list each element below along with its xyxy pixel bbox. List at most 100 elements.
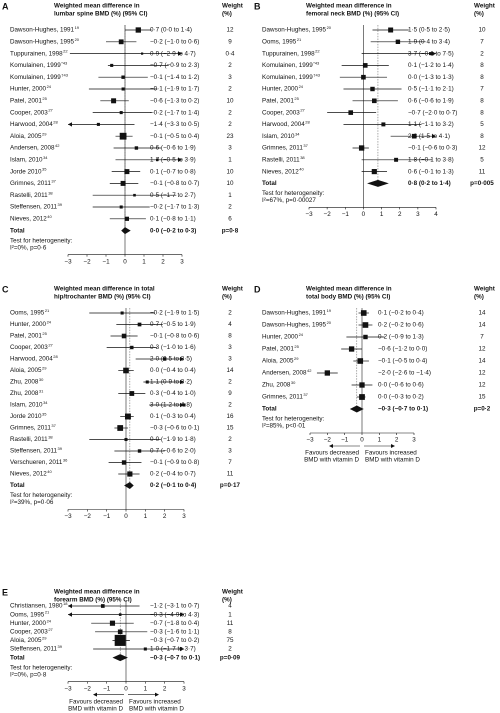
total-ci-label: 0·2 (−0·1 to 0·4) [150,482,196,489]
study-name: Aloia, 2005 [10,133,42,140]
study-ref: 34 [43,400,48,405]
heterogeneity-title: Test for heterogeneity: [262,416,325,423]
ci-label: 1·1 (−1·1 to 3·2) [408,121,454,128]
panel-letter: B [254,1,261,11]
ci-label: −0·1 (−0·9 to 0·8) [150,459,199,466]
study-name: Grimnes, 2011 [10,425,51,432]
x-tick-label: −2 [324,211,332,218]
effect-square [359,394,365,400]
effect-square [137,449,142,453]
panel-title: hip/trochanter BMD (%) (95% CI) [54,294,151,301]
study-ref: 27 [48,108,53,113]
heterogeneity-title: Test for heterogeneity: [10,237,73,244]
ci-label: −0·7 (−1·8 to 0·4) [150,620,199,627]
weight-label: 7 [480,38,484,45]
weight-label: 12 [478,346,486,353]
effect-square [429,52,433,56]
weight-label: 5 [480,156,484,163]
study-ref: 37 [51,178,56,183]
x-tick-label: 3 [182,513,186,520]
ci-label: 0·6 (−0·6 to 1·9) [150,145,196,152]
study-name: Aloia, 2005 [262,358,294,365]
total-label: Total [262,180,277,187]
ci-label: 3·0 (1·2 to 4·8) [150,402,192,409]
x-tick-label: −3 [64,685,72,692]
study-ref: *43 [61,60,68,65]
ci-label: −0·3 (−0·6 to 0·1) [150,425,199,432]
study-ref: 21 [45,308,50,313]
weight-label: 1 [228,156,232,163]
effect-square [117,425,124,431]
study-name: Nieves, 2012 [10,215,47,222]
weight-label: 10 [226,168,234,175]
study-ref: 27 [300,108,305,113]
weight-label: 12 [478,370,486,377]
effect-square [121,75,125,79]
study-name: Dawson-Hughes, 1991 [262,310,327,317]
weight-header: Weight [222,3,244,10]
favours-right-text: Favours increased [365,450,417,457]
x-tick-label: 0 [362,211,366,218]
study-name: Grimnes, 2011 [262,394,303,401]
heterogeneity-title: Test for heterogeneity: [10,492,73,499]
heterogeneity-stats: I²=67%, p=0·00027 [262,197,316,204]
heterogeneity-stats: I²=85%, p<0·01 [262,423,306,430]
weight-label: 6 [228,215,232,222]
study-name: Verschueren, 2011 [10,459,63,466]
effect-square [388,27,394,33]
x-tick-label: 4 [434,211,438,218]
weight-label: 2 [228,310,232,317]
weight-label: 3 [228,448,232,455]
panel-title: Weighted mean difference in total [54,286,155,293]
weight-label: 2 [228,62,232,69]
ci-label: 1·7 (−0·5 to 3·9) [150,156,196,163]
study-name: Patel, 2001 [262,97,294,104]
x-tick-label: −2 [83,258,91,265]
ci-label: −0·3 (−1·6 to 1·1) [150,628,199,635]
study-ref: 42 [55,143,60,148]
ci-label: 2·8 (1·5 to 4·1) [408,133,450,140]
ci-label: −1·2 (−3·1 to 0·7) [150,603,199,610]
study-name: Harwood, 2004 [262,121,305,128]
weight-label: 7 [480,334,484,341]
ci-arrow [178,157,182,162]
study-name: Rastelli, 2011 [10,436,48,443]
effect-square [362,63,368,68]
x-tick-label: 0 [123,258,127,265]
effect-square [182,403,186,407]
effect-square [362,322,369,328]
weight-label: 8 [480,62,484,69]
ci-label: −0·7 (−2·0 to 0·7) [408,109,457,116]
favours-left-text: Favours decreased [305,450,359,457]
study-name: Zhu, 2008 [10,379,39,386]
study-ref: 35 [42,167,47,172]
ci-label: −0·2 (−1·7 to 1·3) [150,204,199,211]
study-name: Hunter, 2000 [10,86,47,93]
weight-label: 9 [228,38,232,45]
weight-label: 8 [480,109,484,116]
ci-arrow [68,612,72,617]
study-name: Steffensen, 2011 [10,646,58,653]
weight-label: 2 [228,379,232,386]
effect-square [120,180,126,186]
panel-title: Weighted mean difference in [54,589,140,596]
weight-label: 5 [480,121,484,128]
study-ref: 38 [48,190,53,195]
total-diamond [121,227,131,235]
study-name: Andersen, 2008 [262,370,307,377]
ci-label: 1·9 (0·4 to 3·4) [408,38,450,45]
total-p-label: p=0·005 [470,180,494,187]
study-name: Harwood, 2004 [10,356,53,363]
study-ref: 40 [47,214,52,219]
weight-label: 8 [480,133,484,140]
effect-square [348,110,354,115]
study-name: Dawson-Hughes, 1995 [262,27,327,34]
x-tick-label: 3 [182,685,186,692]
effect-square [129,391,135,396]
effect-square [121,333,127,339]
panel-title: total body BMD (%) (95% CI) [306,294,390,301]
ci-label: 0·1 (−1·2 to 1·4) [408,62,454,69]
ci-label: −2·0 (−2·6 to −1·4) [378,370,431,377]
weight-label: 3 [228,74,232,81]
